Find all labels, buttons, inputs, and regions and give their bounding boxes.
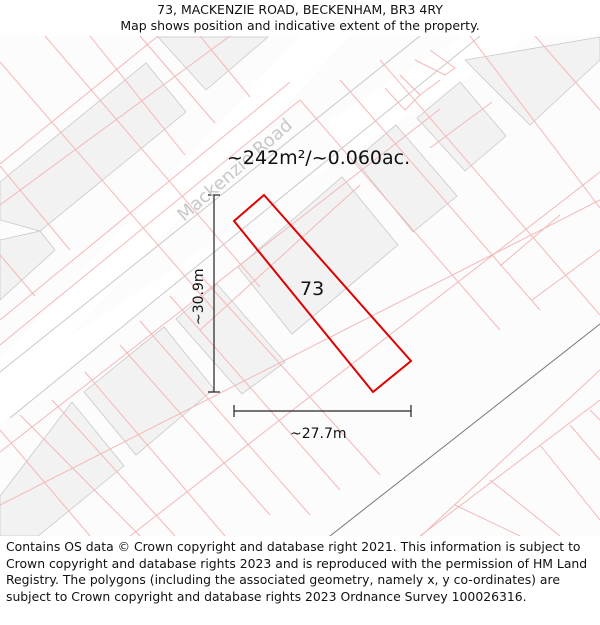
road-surface <box>0 36 350 410</box>
map-header: 73, MACKENZIE ROAD, BECKENHAM, BR3 4RY M… <box>0 0 600 36</box>
property-boundary[interactable] <box>232 193 413 394</box>
plot-number-label: 73 <box>300 278 324 300</box>
property-map[interactable]: Mackenzie Road ~242m²/~0.060ac. 73 ~30.9… <box>0 36 600 536</box>
map-subtitle: Map shows position and indicative extent… <box>120 18 480 33</box>
property-address: 73, MACKENZIE ROAD, BECKENHAM, BR3 4RY <box>157 2 443 17</box>
width-dimension-line <box>233 405 412 417</box>
height-dimension-line <box>208 194 220 393</box>
parcel-boundaries <box>0 36 600 536</box>
width-dimension-label: ~27.7m <box>290 426 347 442</box>
copyright-notice: Contains OS data © Crown copyright and d… <box>6 539 588 604</box>
height-dimension-label: ~30.9m <box>191 268 207 325</box>
area-label: ~242m²/~0.060ac. <box>227 147 410 169</box>
buildings <box>0 36 600 536</box>
